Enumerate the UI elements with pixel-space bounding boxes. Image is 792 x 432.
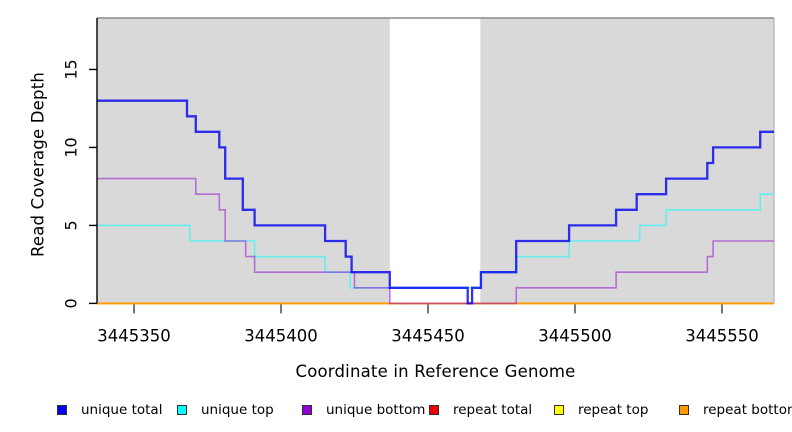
legend-item-unique-top: unique top [177,400,274,420]
x-tick-label: 3445550 [685,326,759,345]
legend-swatch-unique-top [177,405,187,415]
legend-label-unique-top: unique top [201,402,274,418]
legend-label-repeat-top: repeat top [578,402,649,418]
legend: unique total unique top unique bottom repea… [0,400,792,426]
y-tick-label: 5 [62,220,81,230]
series-line-unique-bottom [97,177,774,305]
legend-swatch-repeat-bottom [679,405,689,415]
x-axis-title: Coordinate in Reference Genome [295,362,576,381]
legend-item-repeat-bottom: repeat bottom [679,400,792,420]
legend-swatch-repeat-total [429,405,439,415]
y-tick-label: 15 [62,59,81,79]
legend-swatch-unique-bottom [302,405,312,415]
legend-label-unique-bottom: unique bottom [326,402,426,418]
legend-swatch-unique-total [57,405,67,415]
y-tick-label: 10 [62,137,81,157]
y-axis-title: Read Coverage Depth [28,71,48,258]
legend-label-repeat-total: repeat total [453,402,533,418]
legend-item-unique-total: unique total [57,400,162,420]
coverage-gap-region [389,18,481,304]
x-tick-label: 3445350 [97,326,171,345]
x-tick-label: 3445400 [244,326,318,345]
legend-item-unique-bottom: unique bottom [302,400,425,420]
x-tick-label: 3445500 [538,326,612,345]
legend-item-repeat-total: repeat total [429,400,532,420]
series-line-unique-total [97,99,774,305]
x-tick-label: 3445450 [391,326,465,345]
legend-item-repeat-top: repeat top [554,400,648,420]
legend-swatch-repeat-top [554,405,564,415]
legend-label-repeat-bottom: repeat bottom [703,402,792,418]
y-tick-label: 0 [62,298,81,308]
legend-label-unique-total: unique total [81,402,163,418]
